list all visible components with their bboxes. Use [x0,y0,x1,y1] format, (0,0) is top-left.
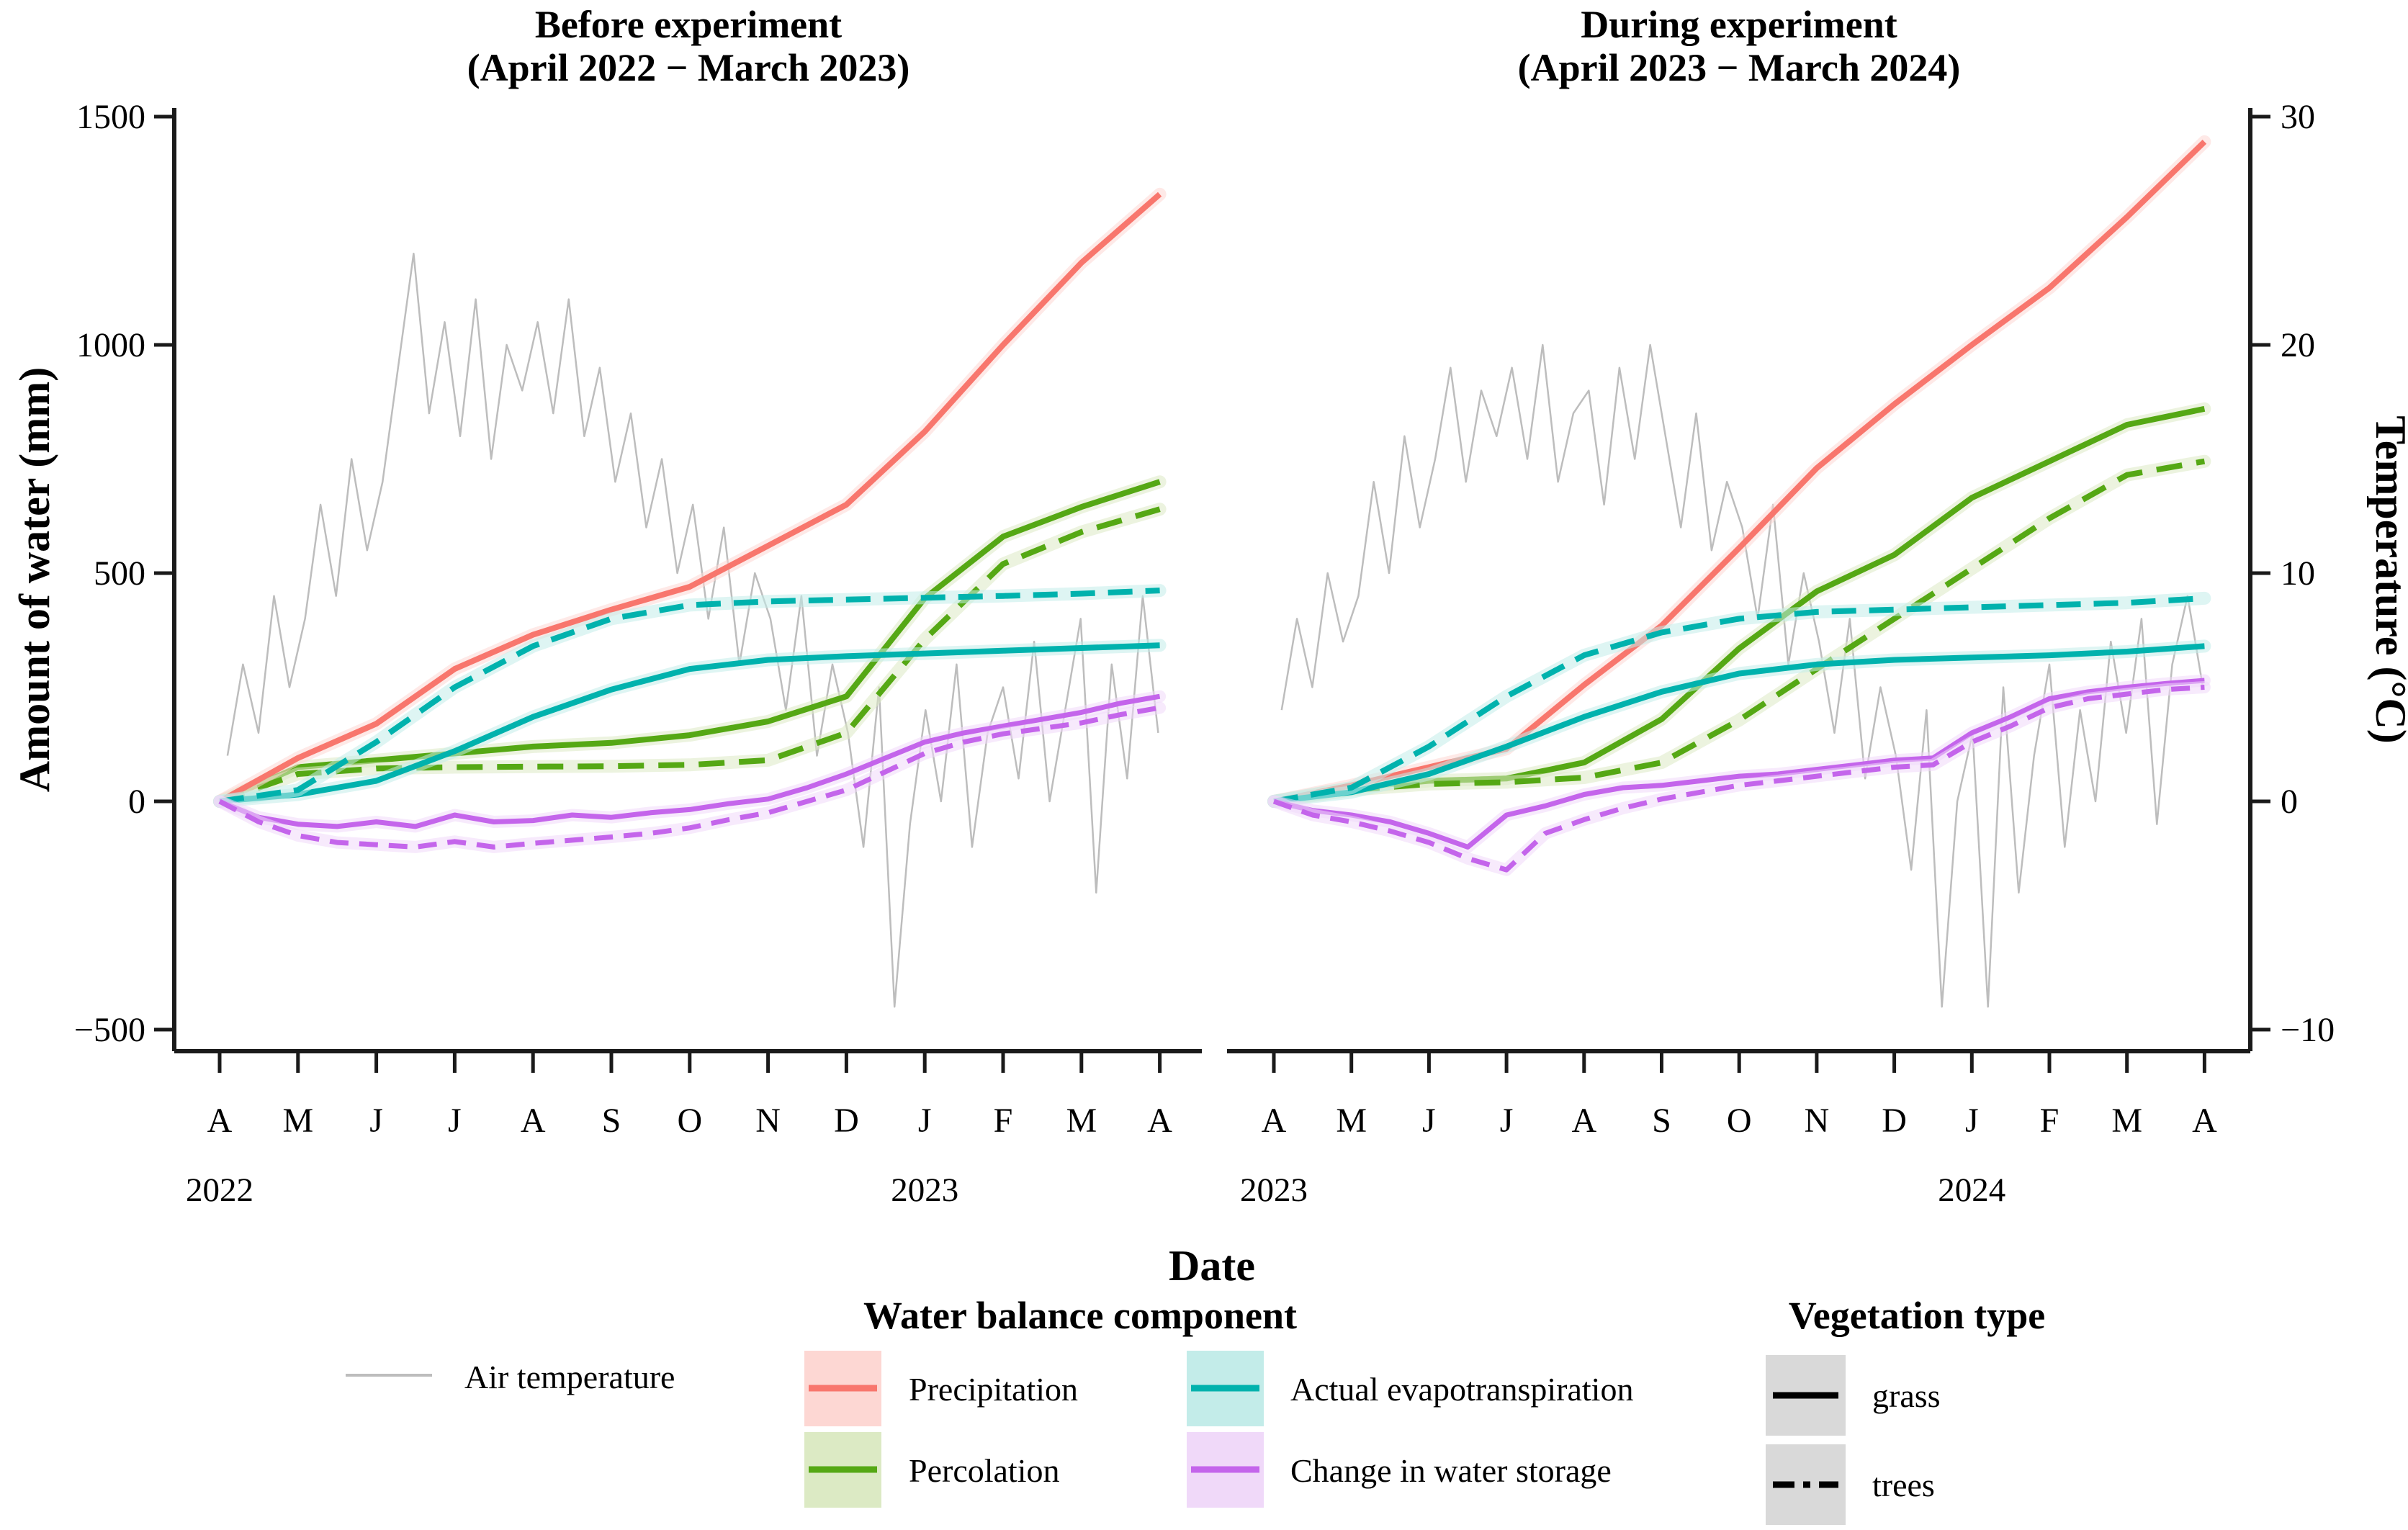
x-month-label: N [755,1102,781,1140]
panel-before-title-line1: Before experiment [535,3,842,46]
legend-vegetation-title: Vegetation type [1789,1294,2045,1337]
legend-item-trees-label: trees [1872,1467,1935,1503]
x-month-label: N [1805,1102,1830,1140]
series-air_temperature-line [1280,343,2204,1008]
y-axis-right-tick-label: 0 [2281,783,2298,821]
series-percolation-trees-line [1273,458,2206,804]
panel-during-title-line2: (April 2023 − March 2024) [1518,46,1961,89]
chart-layer: A M J J A S O N D J F M A 2022 2023 1500 1000 500 0 −500 A M J… [74,98,2335,1209]
x-year-label: 2023 [891,1171,958,1209]
x-month-label: J [369,1102,383,1140]
legend-item-percolation-label: Percolation [909,1452,1060,1489]
series-storage-grass-line [218,693,1161,829]
x-month-label: O [1727,1102,1752,1140]
series-aet-grass-line [219,642,1160,804]
x-month-label: J [918,1102,932,1140]
series-storage-trees-line [218,705,1161,850]
series-precipitation-ribbon [213,187,1167,808]
y-axis-left-tick-label: −500 [74,1011,145,1049]
y-axis-left-tick-label: 1500 [76,98,145,136]
x-month-label: A [2192,1102,2217,1140]
y-axis-right-tick-label: 10 [2281,554,2315,593]
y-axis-right-title: Temperature (°C) [2367,415,2408,744]
x-month-label: A [521,1102,546,1140]
x-month-label: D [1882,1102,1907,1140]
x-year-label: 2024 [1938,1171,2005,1209]
x-month-label: M [1066,1102,1097,1140]
legend-item-grass-label: grass [1872,1377,1941,1414]
x-month-label: A [207,1102,233,1140]
x-month-label: O [677,1102,702,1140]
x-month-label: J [448,1102,462,1140]
series-aet-trees-line [1273,595,2205,804]
x-month-label: J [1500,1102,1514,1140]
series-percolation-trees-line [218,506,1161,804]
series-aet-grass-line [1273,643,2205,804]
x-month-label: A [1147,1102,1172,1140]
x-month-label: M [282,1102,313,1140]
x-month-label: F [994,1102,1013,1140]
legend-item-aet-label: Actual evapotranspiration [1290,1371,1633,1408]
series-air_temperature-line [226,252,1159,1008]
x-month-label: J [1422,1102,1436,1140]
legend-air-temperature-label: Air temperature [464,1359,675,1395]
legend-water-balance-title: Water balance component [863,1294,1297,1337]
panel-during-title-line1: During experiment [1581,3,1897,46]
series-percolation-grass-line [218,479,1161,804]
x-month-label: A [1262,1102,1287,1140]
x-month-label: M [2111,1102,2142,1140]
series-precipitation-line [218,192,1162,804]
panel-before-title-line2: (April 2022 − March 2023) [467,46,910,89]
x-year-label: 2023 [1240,1171,1308,1209]
x-month-label: D [834,1102,859,1140]
y-axis-left-tick-label: 500 [94,554,145,593]
legend-item-precipitation-label: Precipitation [909,1371,1078,1408]
series-storage-grass-line [1273,678,2205,850]
x-month-label: A [1571,1102,1596,1140]
x-month-label: S [1652,1102,1671,1140]
series-storage-trees-line [1272,685,2205,873]
series-aet-trees-line [219,588,1160,804]
x-month-label: J [1965,1102,1979,1140]
y-axis-right-tick-label: −10 [2281,1011,2335,1049]
legend: Air temperature Water balance component … [346,1294,2045,1525]
x-month-label: S [602,1102,621,1140]
y-axis-left-tick-label: 0 [128,783,145,821]
y-axis-left-title: Amount of water (mm) [11,367,58,792]
legend-item-storage-label: Change in water storage [1290,1452,1612,1489]
y-axis-right-tick-label: 20 [2281,326,2315,364]
y-axis-right-tick-label: 30 [2281,98,2315,136]
x-axis-title: Date [1169,1242,1255,1290]
x-month-label: M [1336,1102,1367,1140]
x-year-label: 2022 [186,1171,253,1209]
x-month-label: F [2040,1102,2059,1140]
y-axis-left-tick-label: 1000 [76,326,145,364]
